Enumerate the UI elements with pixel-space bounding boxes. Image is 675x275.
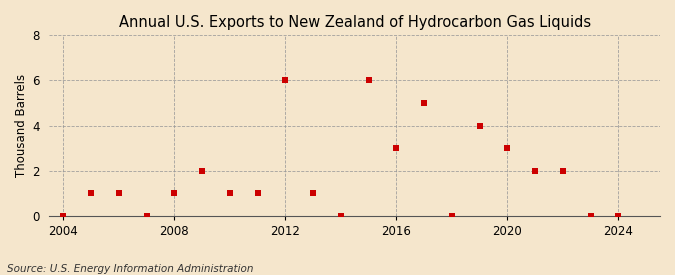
Point <box>169 191 180 196</box>
Point <box>86 191 97 196</box>
Point <box>530 169 541 173</box>
Point <box>280 78 291 83</box>
Point <box>475 123 485 128</box>
Point <box>446 214 457 218</box>
Point <box>141 214 152 218</box>
Point <box>58 214 69 218</box>
Point <box>613 214 624 218</box>
Point <box>224 191 235 196</box>
Point <box>252 191 263 196</box>
Point <box>558 169 568 173</box>
Point <box>308 191 319 196</box>
Point <box>335 214 346 218</box>
Point <box>585 214 596 218</box>
Point <box>418 101 429 105</box>
Point <box>391 146 402 150</box>
Title: Annual U.S. Exports to New Zealand of Hydrocarbon Gas Liquids: Annual U.S. Exports to New Zealand of Hy… <box>119 15 591 30</box>
Y-axis label: Thousand Barrels: Thousand Barrels <box>15 74 28 177</box>
Point <box>502 146 513 150</box>
Point <box>196 169 207 173</box>
Point <box>363 78 374 83</box>
Text: Source: U.S. Energy Information Administration: Source: U.S. Energy Information Administ… <box>7 264 253 274</box>
Point <box>113 191 124 196</box>
